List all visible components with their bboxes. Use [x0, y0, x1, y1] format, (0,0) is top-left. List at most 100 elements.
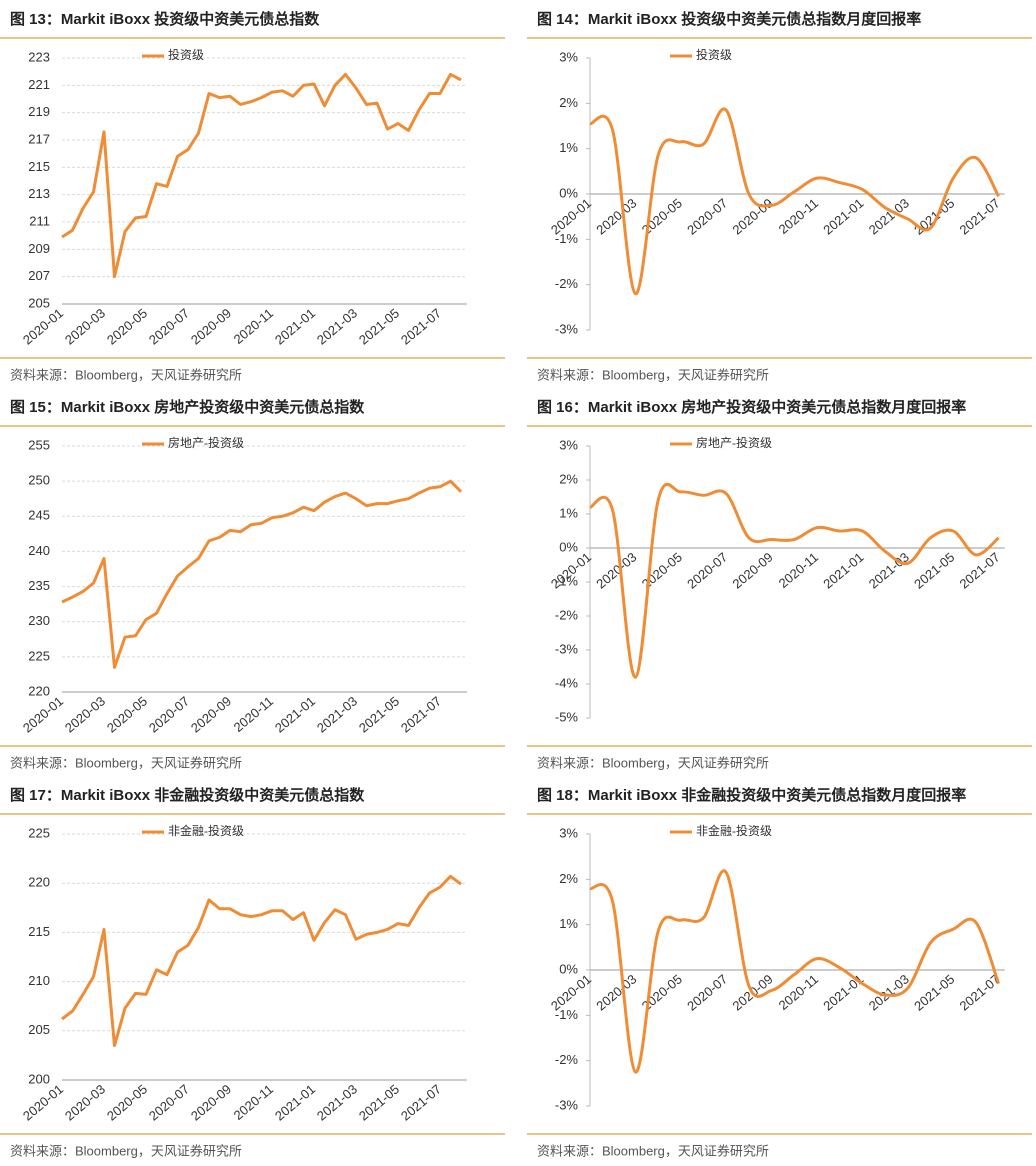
y-tick-label: -1%	[555, 231, 579, 246]
y-tick-label: 215	[28, 159, 50, 174]
chart-title: 图 14：Markit iBoxx 投资级中资美元债总指数月度回报率	[537, 10, 921, 28]
source-note: 资料来源：Bloomberg，天风证券研究所	[537, 755, 769, 770]
source-note: 资料来源：Bloomberg，天风证券研究所	[10, 1143, 242, 1158]
y-tick-label: -1%	[555, 573, 579, 588]
chart-panel: 图 17：Markit iBoxx 非金融投资级中资美元债总指数资料来源：Blo…	[0, 786, 505, 1158]
x-tick-label: 2020-03	[62, 1081, 108, 1123]
y-tick-label: 225	[28, 825, 50, 840]
legend-label: 房地产-投资级	[696, 435, 772, 450]
y-tick-label: 2%	[559, 95, 578, 110]
x-tick-label: 2020-03	[593, 195, 639, 237]
x-tick-label: 2020-01	[20, 305, 66, 347]
y-tick-label: 219	[28, 104, 50, 119]
x-tick-label: 2020-09	[188, 1081, 234, 1123]
x-tick-label: 2020-07	[684, 549, 730, 591]
x-tick-label: 2021-07	[398, 1081, 444, 1123]
x-tick-label: 2021-05	[356, 693, 402, 735]
x-tick-label: 2021-07	[398, 693, 444, 735]
x-tick-label: 2021-01	[272, 305, 318, 347]
y-tick-label: 2%	[559, 471, 578, 486]
legend-label: 非金融-投资级	[696, 823, 772, 838]
y-tick-label: 0%	[559, 185, 578, 200]
chart-title: 图 17：Markit iBoxx 非金融投资级中资美元债总指数	[10, 786, 365, 804]
x-tick-label: 2021-07	[957, 195, 1003, 237]
series-line	[589, 869, 1001, 1074]
y-tick-label: 2%	[559, 871, 578, 886]
x-tick-label: 2020-01	[20, 1081, 66, 1123]
y-tick-label: -2%	[555, 607, 579, 622]
x-tick-label: 2020-05	[639, 195, 685, 237]
legend-label: 投资级	[696, 47, 732, 62]
source-note: 资料来源：Bloomberg，天风证券研究所	[10, 755, 242, 770]
y-tick-label: -4%	[555, 675, 579, 690]
y-tick-label: 215	[28, 924, 50, 939]
x-tick-label: 2021-03	[314, 693, 360, 735]
series-line	[589, 107, 1000, 296]
x-tick-label: 2021-01	[820, 549, 866, 591]
x-tick-label: 2021-05	[911, 549, 957, 591]
x-tick-label: 2020-05	[104, 693, 150, 735]
x-tick-label: 2020-07	[684, 971, 730, 1013]
x-tick-label: 2021-01	[272, 693, 318, 735]
x-tick-label: 2020-05	[104, 305, 150, 347]
x-tick-label: 2020-03	[593, 549, 639, 591]
x-tick-label: 2020-11	[231, 1081, 276, 1123]
y-tick-label: 211	[29, 213, 50, 228]
y-tick-label: 0%	[559, 961, 578, 976]
y-tick-label: 209	[28, 241, 50, 256]
y-tick-label: 205	[28, 295, 50, 310]
y-tick-label: 207	[28, 268, 50, 283]
source-note: 资料来源：Bloomberg，天风证券研究所	[537, 367, 769, 382]
y-tick-label: 3%	[559, 437, 578, 452]
y-tick-label: 3%	[559, 825, 578, 840]
y-tick-label: 245	[28, 508, 50, 523]
y-tick-label: 1%	[559, 505, 578, 520]
y-tick-label: 3%	[559, 49, 578, 64]
chart-panel: 图 15：Markit iBoxx 房地产投资级中资美元债总指数资料来源：Blo…	[0, 398, 505, 770]
x-tick-label: 2020-05	[639, 971, 685, 1013]
y-tick-label: 205	[28, 1022, 50, 1037]
y-tick-label: 1%	[559, 140, 578, 155]
y-tick-label: 220	[28, 683, 50, 698]
x-tick-label: 2021-05	[356, 305, 402, 347]
y-tick-label: -1%	[555, 1007, 579, 1022]
x-tick-label: 2020-09	[730, 549, 776, 591]
y-tick-label: -3%	[555, 1097, 579, 1112]
chart-title: 图 13：Markit iBoxx 投资级中资美元债总指数	[10, 10, 320, 28]
y-tick-label: 217	[28, 131, 50, 146]
source-note: 资料来源：Bloomberg，天风证券研究所	[537, 1143, 769, 1158]
y-tick-label: 210	[28, 973, 50, 988]
x-tick-label: 2021-01	[820, 971, 866, 1013]
y-tick-label: -5%	[555, 709, 579, 724]
legend-label: 非金融-投资级	[168, 823, 244, 838]
legend-label: 房地产-投资级	[168, 435, 244, 450]
chart-panel: 图 18：Markit iBoxx 非金融投资级中资美元债总指数月度回报率资料来…	[527, 786, 1032, 1158]
y-tick-label: 1%	[559, 916, 578, 931]
y-tick-label: 240	[28, 543, 50, 558]
series-line	[61, 874, 462, 1048]
x-tick-label: 2020-03	[62, 305, 108, 347]
y-tick-label: -2%	[555, 276, 579, 291]
x-tick-label: 2021-05	[911, 971, 957, 1013]
x-tick-label: 2020-07	[146, 1081, 192, 1123]
chart-panel: 图 13：Markit iBoxx 投资级中资美元债总指数资料来源：Bloomb…	[0, 10, 505, 382]
chart-title: 图 15：Markit iBoxx 房地产投资级中资美元债总指数	[10, 398, 365, 416]
x-tick-label: 2020-11	[231, 305, 276, 347]
x-tick-label: 2021-03	[314, 1081, 360, 1123]
x-tick-label: 2021-01	[820, 195, 866, 237]
x-tick-label: 2020-09	[188, 693, 234, 735]
y-tick-label: 230	[28, 613, 50, 628]
x-tick-label: 2020-05	[104, 1081, 150, 1123]
y-tick-label: 225	[28, 648, 50, 663]
x-tick-label: 2020-03	[593, 971, 639, 1013]
x-tick-label: 2021-03	[314, 305, 360, 347]
y-tick-label: -3%	[555, 321, 579, 336]
y-tick-label: -2%	[555, 1052, 579, 1067]
x-tick-label: 2020-01	[20, 693, 66, 735]
x-tick-label: 2020-11	[776, 971, 821, 1013]
x-tick-label: 2021-05	[911, 195, 957, 237]
y-tick-label: -3%	[555, 641, 579, 656]
y-tick-label: 0%	[559, 539, 578, 554]
